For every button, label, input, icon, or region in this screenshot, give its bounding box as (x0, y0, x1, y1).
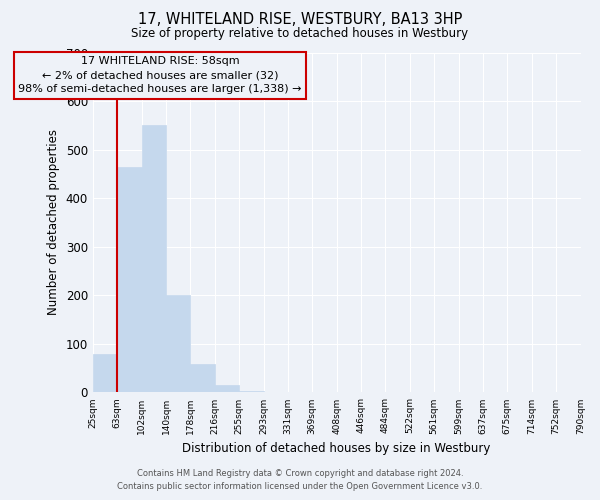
Bar (117, 166, 142, 392)
X-axis label: Distribution of detached houses by size in Westbury: Distribution of detached houses by size … (182, 442, 491, 455)
Text: 17, WHITELAND RISE, WESTBURY, BA13 3HP: 17, WHITELAND RISE, WESTBURY, BA13 3HP (138, 12, 462, 28)
Bar (93, 354, 117, 393)
Text: 17 WHITELAND RISE: 58sqm
← 2% of detached houses are smaller (32)
98% of semi-de: 17 WHITELAND RISE: 58sqm ← 2% of detache… (18, 56, 302, 94)
Bar (166, 296, 190, 392)
Y-axis label: Number of detached properties: Number of detached properties (47, 130, 60, 316)
Bar (239, 391, 263, 392)
Text: Contains HM Land Registry data © Crown copyright and database right 2024.
Contai: Contains HM Land Registry data © Crown c… (118, 470, 482, 491)
Bar (215, 385, 239, 392)
Bar (142, 126, 166, 392)
Bar (190, 364, 215, 392)
Text: Size of property relative to detached houses in Westbury: Size of property relative to detached ho… (131, 28, 469, 40)
